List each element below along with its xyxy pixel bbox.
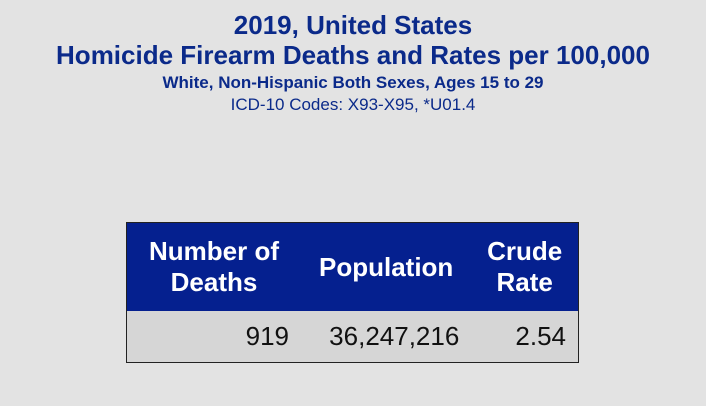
cell-crude-rate: 2.54 — [471, 311, 579, 363]
title-year-location: 2019, United States — [233, 10, 473, 40]
cell-population: 36,247,216 — [301, 311, 472, 363]
header-number-of-deaths: Number of Deaths — [126, 222, 301, 311]
header-line: Number of — [149, 236, 279, 266]
header-population: Population — [301, 222, 472, 311]
results-table: Number of Deaths Population Crude Rate 919… — [126, 222, 579, 363]
cell-deaths: 919 — [126, 311, 301, 363]
title-main: Homicide Firearm Deaths and Rates per 10… — [56, 40, 650, 70]
header-crude-rate: Crude Rate — [471, 222, 579, 311]
table-row: 919 36,247,216 2.54 — [126, 311, 579, 363]
report-title: 2019, United States Homicide Firearm Dea… — [0, 10, 706, 116]
header-line: Rate — [496, 267, 553, 297]
header-line: Deaths — [170, 267, 258, 297]
header-line: Crude — [487, 236, 563, 266]
title-icd-codes: ICD-10 Codes: X93-X95, *U01.4 — [230, 95, 476, 114]
table-header-row: Number of Deaths Population Crude Rate — [126, 222, 579, 311]
title-demographics: White, Non-Hispanic Both Sexes, Ages 15 … — [162, 73, 544, 92]
